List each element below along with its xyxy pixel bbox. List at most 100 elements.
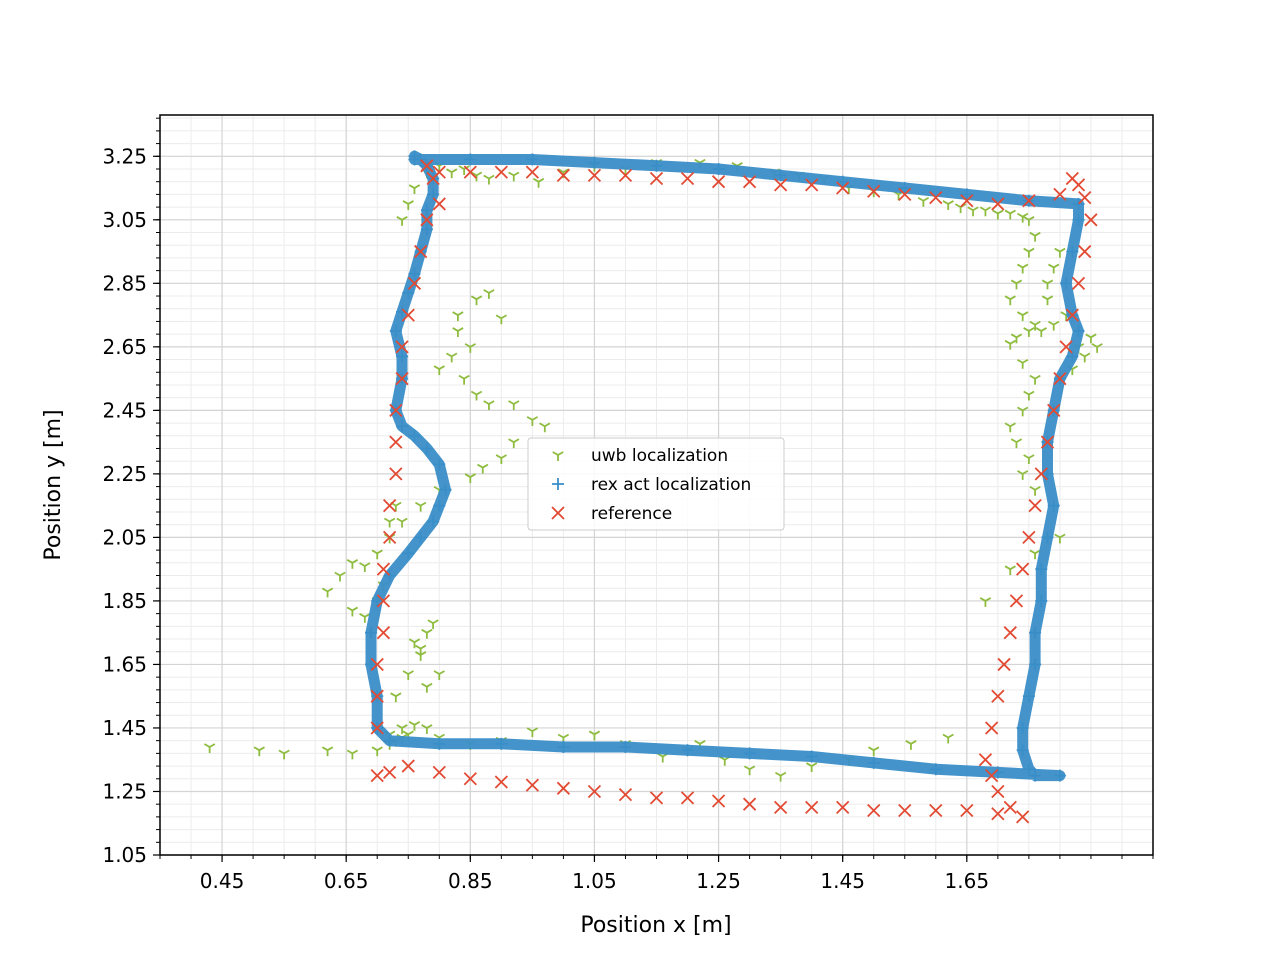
data-point [711, 794, 726, 808]
data-point [985, 768, 999, 783]
data-point [396, 724, 408, 734]
data-point [402, 200, 414, 210]
data-point [382, 765, 397, 780]
data-point [905, 740, 917, 750]
data-point [383, 569, 396, 582]
data-point [1035, 327, 1047, 337]
data-point [711, 175, 726, 189]
data-point [389, 435, 403, 449]
data-point [371, 549, 383, 560]
data-point [389, 403, 403, 418]
legend-marker [552, 478, 564, 490]
data-point [526, 727, 539, 738]
data-point [1023, 390, 1035, 401]
data-point [495, 454, 508, 465]
data-point [495, 737, 508, 750]
data-point [376, 562, 391, 576]
series-rex-act-localization [365, 150, 1085, 782]
data-point [370, 768, 384, 783]
data-point [321, 746, 334, 757]
data-point [395, 340, 409, 354]
x-tick-label: 0.45 [200, 869, 245, 893]
data-point [556, 168, 571, 182]
data-point [1004, 565, 1016, 576]
data-point [680, 791, 695, 805]
data-point [346, 749, 359, 760]
data-point [742, 797, 757, 811]
data-point [805, 178, 819, 192]
data-point [421, 628, 433, 639]
data-point [426, 171, 440, 186]
data-point [1004, 339, 1016, 350]
data-point [992, 209, 1004, 220]
data-point [773, 178, 788, 192]
data-point [967, 206, 979, 217]
y-tick-label: 3.05 [102, 208, 147, 232]
data-point [1009, 594, 1024, 608]
data-point [396, 517, 408, 528]
data-point [898, 182, 911, 195]
data-point [650, 159, 663, 172]
data-point [383, 517, 396, 528]
data-point [1072, 197, 1085, 210]
data-point [1016, 721, 1029, 734]
data-point [1029, 626, 1042, 639]
data-point [773, 800, 788, 814]
data-point [525, 778, 540, 792]
data-point [433, 365, 445, 376]
data-point [508, 171, 520, 182]
data-point [1060, 277, 1073, 290]
data-point [991, 807, 1005, 821]
data-point [588, 156, 601, 169]
data-point [1053, 371, 1067, 386]
y-tick-label: 2.25 [102, 462, 147, 486]
data-point [427, 619, 439, 630]
data-point [991, 689, 1005, 703]
data-point [508, 400, 520, 411]
data-point [619, 741, 632, 754]
data-point [868, 746, 880, 757]
data-point [1071, 276, 1086, 290]
data-point [334, 571, 346, 582]
data-point [1041, 295, 1054, 306]
data-point [1065, 308, 1079, 322]
data-point [649, 171, 664, 186]
data-point [942, 200, 954, 210]
data-point [433, 458, 446, 471]
data-point [836, 175, 849, 188]
data-point [1017, 470, 1029, 480]
y-tick-label: 1.45 [102, 716, 147, 740]
data-point [433, 670, 445, 680]
data-point [1041, 279, 1054, 290]
data-point [681, 744, 694, 757]
data-point [408, 184, 421, 195]
data-point [408, 429, 421, 442]
x-tick-label: 1.25 [696, 869, 741, 893]
data-point [1029, 231, 1041, 242]
data-point [1023, 327, 1035, 337]
data-point [401, 308, 415, 322]
data-point [483, 174, 495, 185]
data-point [719, 755, 731, 766]
data-point [1034, 467, 1048, 481]
data-point [483, 400, 495, 411]
data-point [1066, 245, 1079, 258]
x-axis-label: Position x [m] [580, 913, 731, 938]
y-tick-label: 1.85 [102, 589, 147, 613]
data-point [365, 626, 378, 639]
data-point [991, 197, 1005, 211]
data-point [396, 420, 409, 433]
data-point [1010, 333, 1023, 344]
data-point [1022, 530, 1036, 545]
data-point [712, 162, 725, 175]
data-point [1054, 247, 1066, 258]
data-point [370, 689, 384, 703]
data-point [495, 314, 508, 325]
data-point [898, 187, 912, 202]
data-point [588, 730, 601, 741]
data-point [278, 749, 290, 760]
data-point [985, 721, 999, 735]
data-point [433, 737, 446, 750]
data-point [494, 165, 508, 179]
data-point [371, 746, 383, 757]
